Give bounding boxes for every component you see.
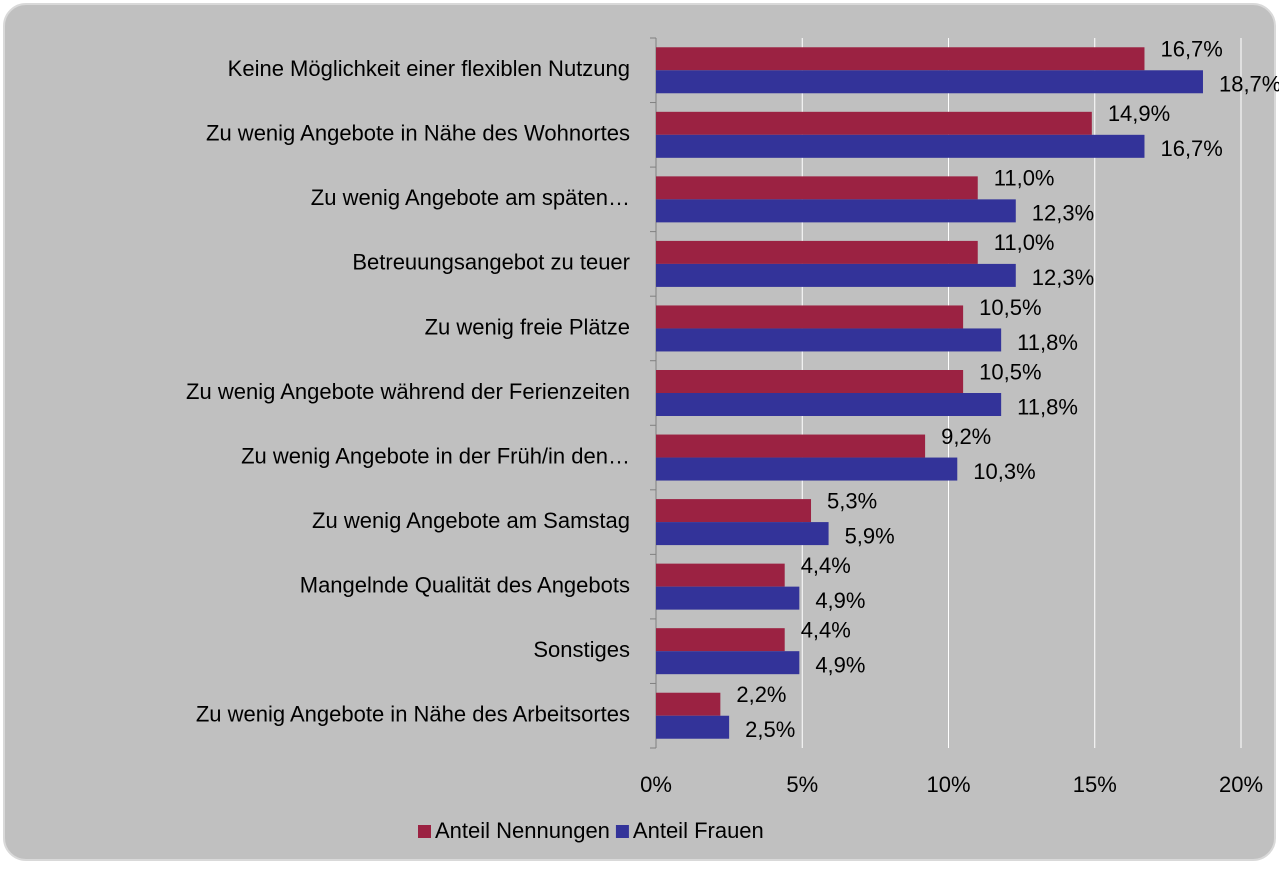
x-tick-label: 0% bbox=[640, 772, 672, 797]
value-label: 11,0% bbox=[994, 230, 1055, 255]
legend-swatch bbox=[615, 825, 629, 838]
bar bbox=[656, 370, 964, 393]
y-tick-label: Sonstiges bbox=[533, 637, 630, 662]
bar bbox=[656, 111, 1092, 135]
value-label: 14,9% bbox=[1108, 101, 1170, 126]
y-tick-label: Keine Möglichkeit einer flexiblen Nutzun… bbox=[228, 56, 630, 81]
bar bbox=[656, 199, 1016, 223]
value-label: 12,3% bbox=[1032, 265, 1094, 290]
bar bbox=[656, 563, 785, 587]
value-label: 12,3% bbox=[1032, 201, 1094, 226]
y-tick-label: Zu wenig freie Plätze bbox=[425, 314, 630, 339]
value-label: 5,3% bbox=[827, 488, 877, 513]
bar bbox=[656, 176, 978, 200]
y-tick-label: Zu wenig Angebote in Nähe des Wohnortes bbox=[206, 121, 630, 146]
bar bbox=[656, 328, 1002, 352]
legend-label: Anteil Nennungen bbox=[435, 818, 610, 843]
x-tick-label: 5% bbox=[786, 772, 818, 797]
bar bbox=[656, 586, 800, 610]
value-label: 4,9% bbox=[815, 652, 865, 677]
y-tick-label: Zu wenig Angebote am Samstag bbox=[312, 508, 630, 533]
value-label: 2,2% bbox=[736, 682, 786, 707]
y-tick-label: Zu wenig Angebote in der Früh/in den… bbox=[241, 443, 630, 468]
bar bbox=[656, 393, 1002, 416]
bar bbox=[656, 70, 1203, 94]
bar bbox=[656, 434, 926, 458]
value-label: 11,8% bbox=[1017, 330, 1078, 355]
value-label: 11,8% bbox=[1017, 394, 1078, 419]
value-label: 11,0% bbox=[994, 166, 1055, 191]
value-label: 4,4% bbox=[801, 553, 851, 578]
value-label: 2,5% bbox=[745, 717, 795, 742]
bar bbox=[656, 499, 812, 523]
bar bbox=[656, 47, 1145, 71]
bar bbox=[656, 305, 964, 329]
bar bbox=[656, 263, 1016, 287]
x-tick-label: 10% bbox=[926, 772, 970, 797]
bar bbox=[656, 715, 730, 739]
legend-label: Anteil Frauen bbox=[633, 818, 764, 843]
bar bbox=[656, 457, 958, 481]
y-tick-label: Zu wenig Angebote am späten… bbox=[311, 185, 630, 210]
value-label: 16,7% bbox=[1160, 37, 1222, 62]
value-label: 4,4% bbox=[801, 617, 851, 642]
value-label: 10,5% bbox=[979, 295, 1041, 320]
value-label: 4,9% bbox=[815, 588, 865, 613]
y-tick-label: Zu wenig Angebote während der Ferienzeit… bbox=[186, 379, 630, 404]
y-tick-label: Zu wenig Angebote in Nähe des Arbeitsort… bbox=[196, 702, 630, 727]
value-label: 16,7% bbox=[1160, 136, 1222, 161]
value-label: 10,3% bbox=[973, 459, 1035, 484]
value-label: 9,2% bbox=[941, 424, 991, 449]
legend-swatch bbox=[418, 825, 431, 838]
x-tick-label: 15% bbox=[1073, 772, 1117, 797]
value-label: 10,5% bbox=[979, 359, 1041, 384]
bar bbox=[656, 628, 785, 652]
bar bbox=[656, 651, 800, 675]
bar bbox=[656, 522, 829, 546]
y-tick-label: Mangelnde Qualität des Angebots bbox=[300, 572, 630, 597]
value-label: 18,7% bbox=[1219, 72, 1279, 97]
x-tick-label: 20% bbox=[1219, 772, 1263, 797]
bar bbox=[656, 240, 978, 264]
bar bbox=[656, 134, 1145, 158]
value-label: 5,9% bbox=[845, 523, 895, 548]
bar bbox=[656, 692, 721, 716]
y-tick-label: Betreuungsangebot zu teuer bbox=[352, 250, 630, 275]
